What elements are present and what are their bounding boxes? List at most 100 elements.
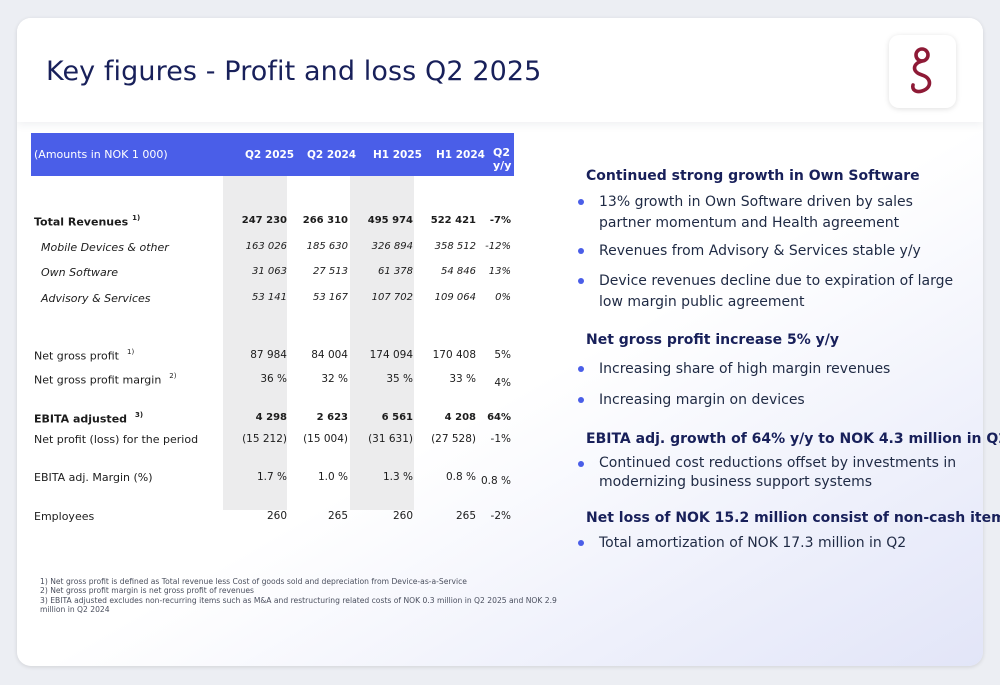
row-label: Employees	[34, 510, 95, 523]
cell: 265	[327, 510, 348, 522]
table-row: Total Revenues 1) 247 230 266 310 495 974…	[31, 214, 514, 233]
table-unit-label: (Amounts in NOK 1 000)	[34, 148, 168, 161]
cell: 32 %	[321, 373, 348, 385]
column-shade-h1-2025	[350, 176, 414, 510]
cell: 53 167	[313, 292, 348, 303]
highlight-heading: Net loss of NOK 15.2 million consist of …	[586, 510, 1000, 526]
footnote: 3) EBITA adjusted excludes non-recurring…	[40, 595, 557, 615]
column-shade-q2-2025	[223, 176, 287, 510]
cell: 185 630	[306, 241, 348, 252]
cell: 27 513	[313, 266, 348, 277]
col-header: Q2 y/y	[493, 146, 512, 172]
bullet-dot-icon	[578, 199, 584, 205]
row-label: EBITA adjusted 3)	[34, 411, 144, 426]
table-row: Mobile Devices & other 163 026 185 630 3…	[31, 241, 514, 259]
cell: 13%	[488, 266, 511, 277]
row-label: Net profit (loss) for the period	[34, 433, 199, 446]
cell: 174 094	[369, 349, 413, 361]
cell: (15 004)	[303, 433, 348, 445]
cell: 0.8 %	[445, 471, 476, 483]
highlight-heading: Continued strong growth in Own Software	[586, 168, 920, 184]
cell: 5%	[494, 349, 511, 361]
key-figures-table: (Amounts in NOK 1 000) Q2 2025 Q2 2024 H…	[31, 133, 514, 523]
table-row: Net gross profit 1) 87 984 84 004 174 094…	[31, 348, 514, 367]
cell: 266 310	[302, 215, 348, 226]
highlight-heading: Net gross profit increase 5% y/y	[586, 332, 839, 348]
bullet-dot-icon	[578, 248, 584, 254]
slide: Key figures - Profit and loss Q2 2025	[17, 18, 983, 666]
footnote: 2) Net gross profit margin is net gross …	[40, 586, 254, 596]
cell: 1.7 %	[256, 471, 287, 483]
page-title: Key figures - Profit and loss Q2 2025	[46, 56, 542, 87]
footnote: 1) Net gross profit is defined as Total …	[40, 577, 467, 586]
cell: 33 %	[449, 373, 476, 385]
row-label: Advisory & Services	[41, 292, 151, 305]
cell: -12%	[485, 241, 511, 252]
col-header: Q2 2024	[307, 149, 357, 161]
row-label: EBITA adj. Margin (%)	[34, 471, 153, 484]
company-logo	[889, 35, 956, 108]
table-row: Net profit (loss) for the period (15 212…	[31, 433, 514, 451]
table-header: (Amounts in NOK 1 000) Q2 2025 Q2 2024 H…	[31, 133, 514, 176]
cell: (15 212)	[242, 433, 287, 445]
cell: (27 528)	[431, 433, 476, 445]
bullet-dot-icon	[578, 540, 584, 546]
cell: -7%	[489, 215, 511, 226]
cell: 6 561	[381, 412, 413, 423]
cell: 0.8 %	[480, 475, 511, 487]
cell: 4 298	[255, 412, 287, 423]
cell: 358 512	[434, 241, 476, 252]
bullet-dot-icon	[578, 366, 584, 372]
bullet-dot-icon	[578, 278, 584, 284]
row-label: Total Revenues 1)	[34, 214, 141, 229]
row-label: Net gross profit 1)	[34, 348, 135, 363]
cell: 522 421	[430, 215, 476, 226]
cell: 107 702	[371, 292, 413, 303]
col-header: H1 2025	[373, 149, 422, 161]
cell: 87 984	[250, 349, 287, 361]
cell: 84 004	[311, 349, 348, 361]
cell: 260	[266, 510, 287, 522]
table-row: Employees 260 265 260 265 -2%	[31, 510, 514, 528]
cell: 35 %	[386, 373, 413, 385]
cell: -2%	[490, 510, 511, 522]
cell: 170 408	[432, 349, 476, 361]
cell: 4 208	[444, 412, 476, 423]
cell: 109 064	[434, 292, 476, 303]
footnotes: 1) Net gross profit is defined as Total …	[40, 577, 560, 615]
cell: (31 631)	[368, 433, 413, 445]
bullet-dot-icon	[578, 461, 584, 467]
cell: 53 141	[252, 292, 287, 303]
cell: 61 378	[378, 266, 413, 277]
cell: 163 026	[245, 241, 287, 252]
cell: 247 230	[241, 215, 287, 226]
row-label: Mobile Devices & other	[41, 241, 169, 254]
table-row: Net gross profit margin 2) 36 % 32 % 35 %…	[31, 372, 514, 391]
cell: 326 894	[371, 241, 413, 252]
cell: -1%	[490, 433, 511, 445]
logo-icon	[911, 47, 932, 94]
cell: 495 974	[367, 215, 413, 226]
table-row: Own Software 31 063 27 513 61 378 54 846…	[31, 266, 514, 284]
cell: 31 063	[252, 266, 287, 277]
slide-header: Key figures - Profit and loss Q2 2025	[17, 18, 983, 122]
cell: 265	[455, 510, 476, 522]
table-row: EBITA adj. Margin (%) 1.7 % 1.0 % 1.3 % …	[31, 471, 514, 489]
row-label: Own Software	[41, 266, 119, 279]
col-header: Q2 2025	[245, 149, 295, 161]
cell: 54 846	[441, 266, 476, 277]
cell: 4%	[494, 377, 511, 389]
cell: 36 %	[260, 373, 287, 385]
highlight-heading: EBITA adj. growth of 64% y/y to NOK 4.3 …	[586, 431, 1000, 447]
cell: 1.3 %	[382, 471, 413, 483]
cell: 260	[392, 510, 413, 522]
cell: 64%	[487, 412, 511, 423]
cell: 1.0 %	[317, 471, 348, 483]
table-row: EBITA adjusted 3) 4 298 2 623 6 561 4 208…	[31, 411, 514, 430]
table-row: Advisory & Services 53 141 53 167 107 70…	[31, 292, 514, 310]
col-header: H1 2024	[436, 149, 485, 161]
cell: 0%	[495, 292, 511, 303]
cell: 2 623	[316, 412, 348, 423]
bullet-dot-icon	[578, 397, 584, 403]
row-label: Net gross profit margin 2)	[34, 372, 177, 387]
